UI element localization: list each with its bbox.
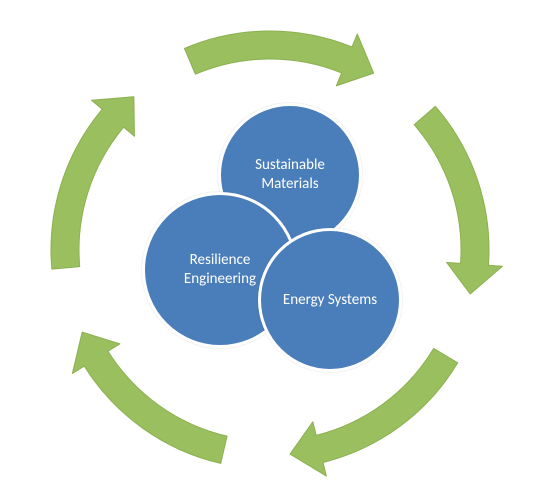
diagram-stage: Sustainable MaterialsResilience Engineer… [0,0,540,500]
cycle-arrow-5 [0,0,540,500]
